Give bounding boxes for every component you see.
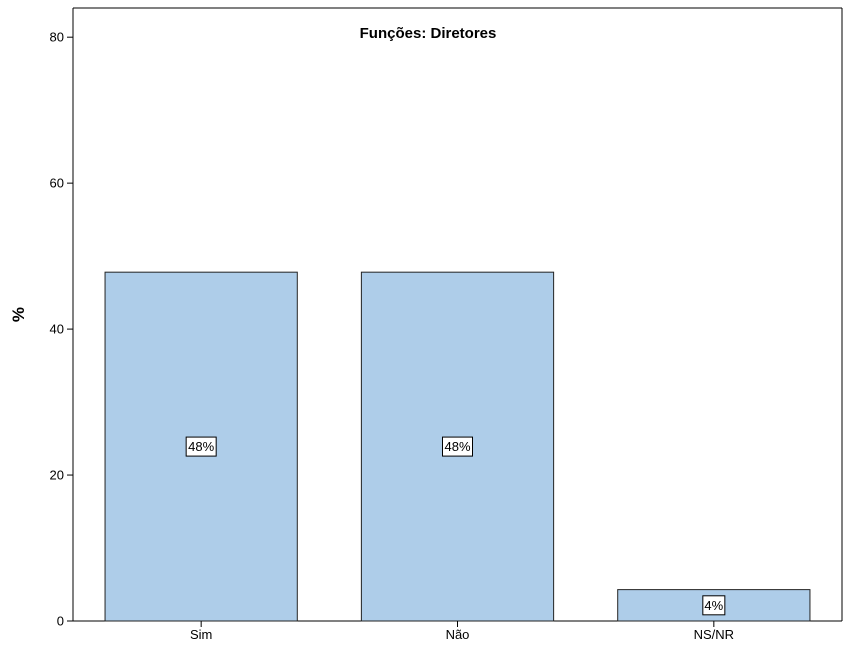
data-label-box — [702, 595, 726, 616]
plot-frame — [73, 7, 843, 621]
y-tick-label: 20 — [50, 468, 64, 483]
y-axis-ticks: 0 20 40 60 80 — [50, 30, 73, 629]
x-tick-label: Não — [446, 627, 470, 642]
x-axis-ticks: Sim Não NS/NR — [190, 621, 734, 642]
y-tick-label: 0 — [57, 614, 64, 629]
data-label-text: 48% — [444, 439, 470, 454]
bars-group: 48% 48% 4% — [104, 271, 811, 622]
data-label-text: 4% — [704, 598, 723, 613]
data-label: 48% — [185, 436, 217, 457]
y-tick-label: 80 — [50, 30, 64, 45]
y-tick-label: 60 — [50, 176, 64, 191]
y-tick-label: 40 — [50, 322, 64, 337]
data-label: 4% — [702, 595, 726, 616]
data-label: 48% — [442, 436, 473, 457]
y-axis-label: % — [9, 307, 28, 322]
x-tick-label: NS/NR — [694, 627, 734, 642]
chart-title: Funções: Diretores — [360, 25, 497, 42]
data-label-box — [442, 436, 473, 457]
data-label-box — [185, 436, 217, 457]
bar-sim — [104, 271, 298, 622]
x-tick-label: Sim — [190, 627, 212, 642]
data-label-text: 48% — [188, 439, 214, 454]
